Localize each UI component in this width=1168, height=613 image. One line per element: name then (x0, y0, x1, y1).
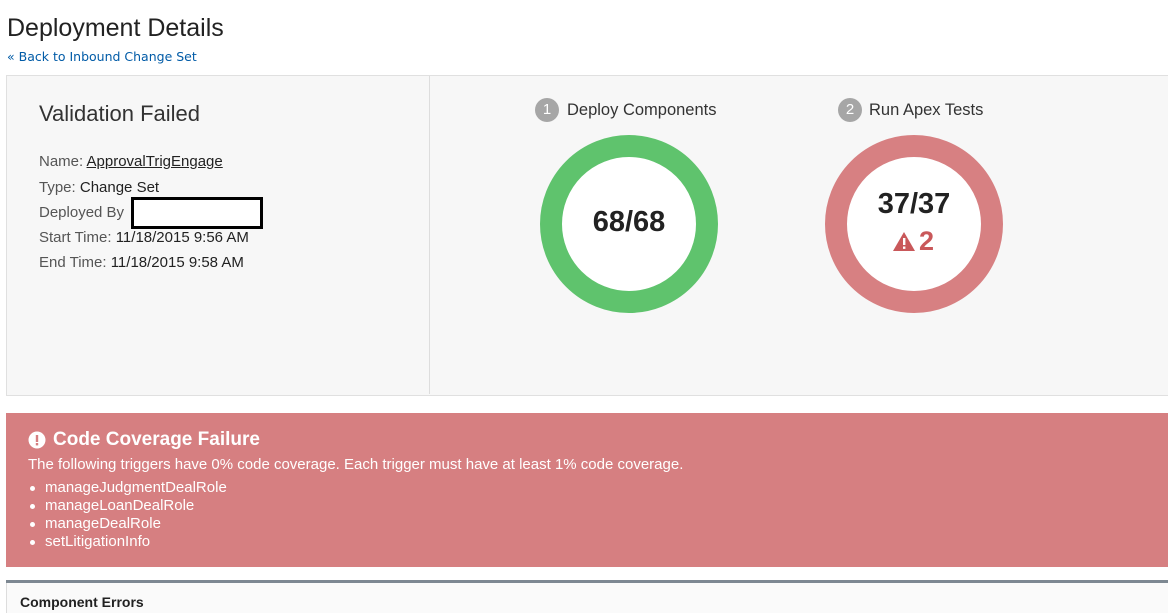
bullet (30, 522, 35, 527)
field-label: Type: (39, 179, 76, 196)
field: End Time: 11/18/2015 9:58 AM (39, 254, 244, 271)
bullet (30, 540, 35, 545)
donuts (540, 135, 1003, 313)
field-label: End Time: (39, 254, 107, 271)
step-badge: 2 (838, 98, 862, 122)
warning-icon (893, 232, 915, 251)
step-result: 37/37 (877, 188, 951, 220)
section-box (6, 583, 1168, 613)
back-link[interactable]: « Back to Inbound Change Set (7, 49, 197, 64)
redaction-box (131, 197, 263, 229)
field-label: Name: (39, 153, 84, 170)
field-label: Deployed By (39, 204, 125, 221)
alert-message: The following triggers have 0% code cove… (28, 456, 684, 473)
status-title: Validation Failed (39, 101, 201, 126)
alert-title: Code Coverage Failure (53, 429, 260, 450)
section-title: Component Errors (20, 594, 144, 610)
alert-item: manageLoanDealRole (45, 497, 195, 514)
step-label: Deploy Components (567, 101, 717, 119)
field-value: 11/18/2015 9:58 AM (110, 254, 244, 271)
step-label: Run Apex Tests (869, 101, 984, 119)
field: Start Time: 11/18/2015 9:56 AM (39, 229, 249, 246)
alert-box (6, 413, 1168, 567)
step-badge: 1 (535, 98, 559, 122)
divider (429, 76, 430, 394)
bullet (30, 504, 35, 509)
bullet (30, 486, 35, 491)
field: Type: Change Set (39, 179, 159, 196)
page-title: Deployment Details (7, 14, 224, 42)
field: Name: ApprovalTrigEngage (39, 153, 223, 170)
field-value: 11/18/2015 9:56 AM (115, 229, 249, 246)
section-bar (6, 580, 1168, 583)
field: Deployed By (39, 204, 124, 221)
alert-item: manageJudgmentDealRole (45, 479, 227, 496)
step-result: 68/68 (592, 206, 666, 238)
failure-count: 2 (919, 226, 935, 256)
alert-item: setLitigationInfo (45, 533, 151, 550)
deploy-ring (540, 135, 718, 313)
field-link[interactable]: ApprovalTrigEngage (86, 153, 223, 170)
alert-icon (28, 431, 46, 449)
field-label: Start Time: (39, 229, 112, 246)
tests-ring (825, 135, 1003, 313)
alert-item: manageDealRole (45, 515, 161, 532)
field-value: Change Set (79, 179, 160, 196)
